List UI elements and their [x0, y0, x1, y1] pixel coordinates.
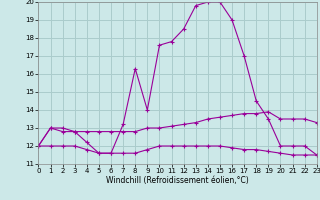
X-axis label: Windchill (Refroidissement éolien,°C): Windchill (Refroidissement éolien,°C)	[106, 176, 249, 185]
